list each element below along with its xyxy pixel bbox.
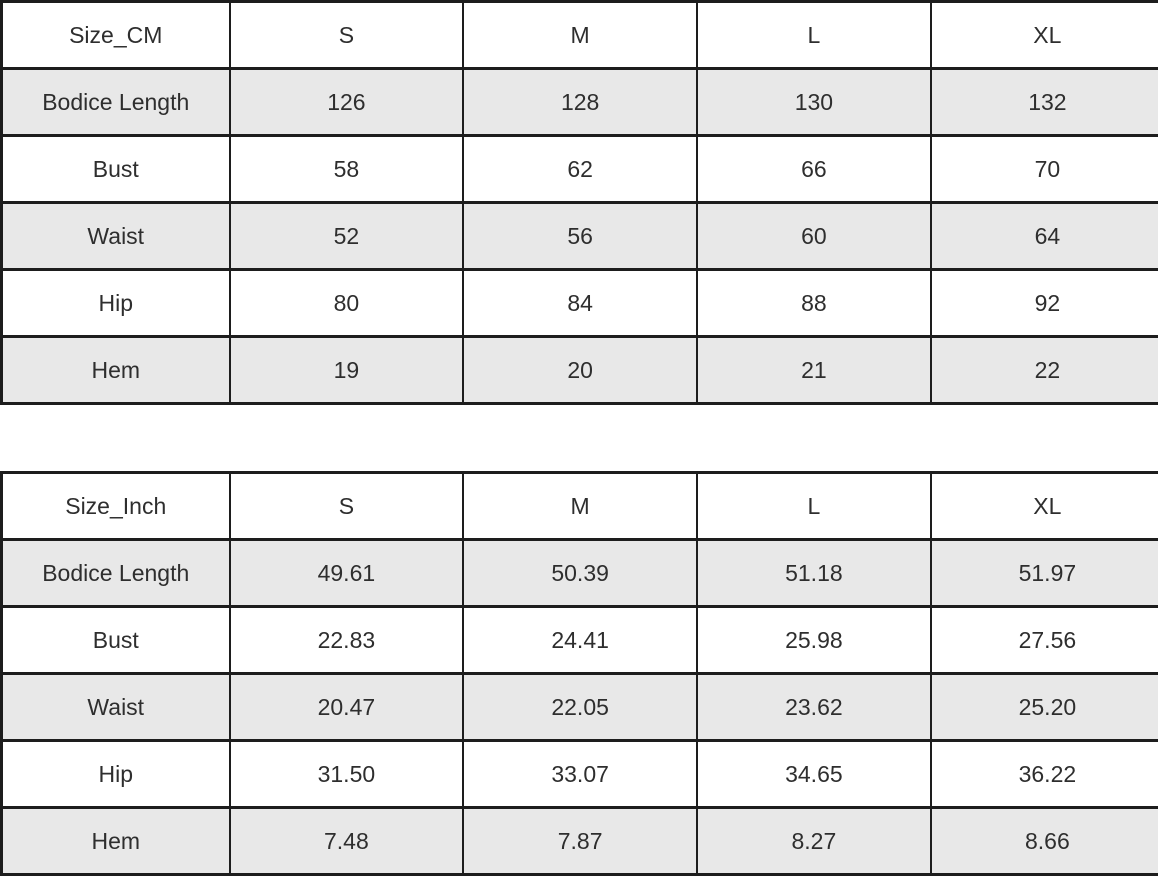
value-cell: 22 [929, 335, 1158, 405]
header-cell-unit: Size_CM [0, 0, 231, 70]
value-cell: 56 [462, 201, 698, 271]
value-cell: 31.50 [228, 739, 465, 809]
size-table-inch: Size_Inch S M L XL Bodice Length 49.61 5… [0, 471, 1158, 876]
header-cell-size-s: S [228, 471, 465, 541]
value-cell: 64 [929, 201, 1158, 271]
value-cell: 21 [696, 335, 932, 405]
header-cell-size-l: L [696, 0, 932, 70]
value-cell: 20.47 [228, 672, 465, 742]
tables-spacer [0, 405, 1158, 471]
size-chart-cm-section: Size_CM S M L XL Bodice Length 126 128 1… [0, 0, 1158, 405]
value-cell: 23.62 [696, 672, 932, 742]
table-row-hip: Hip 31.50 33.07 34.65 36.22 [0, 739, 1158, 809]
value-cell: 19 [228, 335, 465, 405]
value-cell: 22.83 [228, 605, 465, 675]
row-label-cell: Hip [0, 739, 231, 809]
value-cell: 7.87 [462, 806, 698, 876]
table-row-bust: Bust 22.83 24.41 25.98 27.56 [0, 605, 1158, 675]
row-label-cell: Hem [0, 335, 231, 405]
value-cell: 70 [929, 134, 1158, 204]
value-cell: 33.07 [462, 739, 698, 809]
header-cell-size-m: M [462, 0, 698, 70]
value-cell: 126 [228, 67, 465, 137]
row-label-cell: Bodice Length [0, 538, 231, 608]
table-row-hip: Hip 80 84 88 92 [0, 268, 1158, 338]
header-cell-size-xl: XL [929, 0, 1158, 70]
value-cell: 130 [696, 67, 932, 137]
row-label-cell: Bust [0, 605, 231, 675]
row-label-cell: Waist [0, 672, 231, 742]
value-cell: 92 [929, 268, 1158, 338]
table-row-hem: Hem 7.48 7.87 8.27 8.66 [0, 806, 1158, 876]
row-label-cell: Hem [0, 806, 231, 876]
value-cell: 62 [462, 134, 698, 204]
value-cell: 66 [696, 134, 932, 204]
table-row-bodice-length: Bodice Length 126 128 130 132 [0, 67, 1158, 137]
table-header-row: Size_CM S M L XL [0, 0, 1158, 70]
value-cell: 49.61 [228, 538, 465, 608]
value-cell: 52 [228, 201, 465, 271]
size-table-cm: Size_CM S M L XL Bodice Length 126 128 1… [0, 0, 1158, 405]
table-header-row: Size_Inch S M L XL [0, 471, 1158, 541]
value-cell: 51.97 [929, 538, 1158, 608]
value-cell: 27.56 [929, 605, 1158, 675]
table-row-hem: Hem 19 20 21 22 [0, 335, 1158, 405]
size-chart-inch-section: Size_Inch S M L XL Bodice Length 49.61 5… [0, 471, 1158, 876]
value-cell: 34.65 [696, 739, 932, 809]
value-cell: 36.22 [929, 739, 1158, 809]
row-label-cell: Bust [0, 134, 231, 204]
header-cell-size-l: L [696, 471, 932, 541]
table-row-bodice-length: Bodice Length 49.61 50.39 51.18 51.97 [0, 538, 1158, 608]
value-cell: 60 [696, 201, 932, 271]
value-cell: 50.39 [462, 538, 698, 608]
value-cell: 88 [696, 268, 932, 338]
value-cell: 22.05 [462, 672, 698, 742]
value-cell: 84 [462, 268, 698, 338]
table-row-waist: Waist 52 56 60 64 [0, 201, 1158, 271]
header-cell-size-m: M [462, 471, 698, 541]
row-label-cell: Waist [0, 201, 231, 271]
row-label-cell: Bodice Length [0, 67, 231, 137]
value-cell: 80 [228, 268, 465, 338]
value-cell: 7.48 [228, 806, 465, 876]
value-cell: 25.98 [696, 605, 932, 675]
table-row-waist: Waist 20.47 22.05 23.62 25.20 [0, 672, 1158, 742]
header-cell-unit: Size_Inch [0, 471, 231, 541]
value-cell: 8.27 [696, 806, 932, 876]
value-cell: 51.18 [696, 538, 932, 608]
value-cell: 58 [228, 134, 465, 204]
header-cell-size-s: S [228, 0, 465, 70]
row-label-cell: Hip [0, 268, 231, 338]
value-cell: 25.20 [929, 672, 1158, 742]
value-cell: 24.41 [462, 605, 698, 675]
value-cell: 8.66 [929, 806, 1158, 876]
table-row-bust: Bust 58 62 66 70 [0, 134, 1158, 204]
header-cell-size-xl: XL [929, 471, 1158, 541]
value-cell: 128 [462, 67, 698, 137]
value-cell: 132 [929, 67, 1158, 137]
value-cell: 20 [462, 335, 698, 405]
